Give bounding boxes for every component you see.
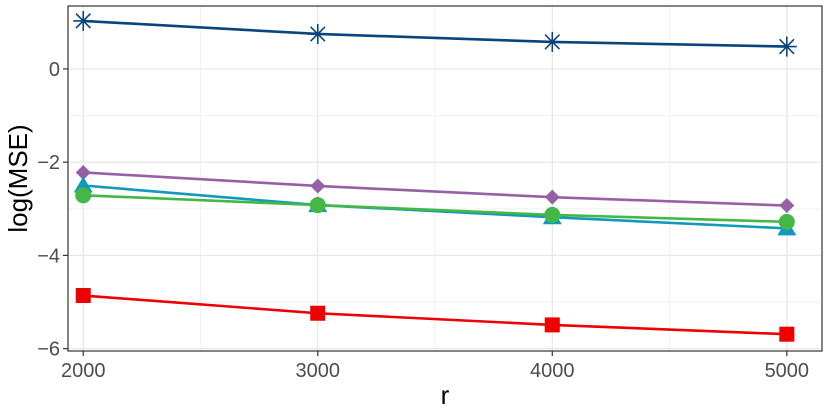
x-tick-label: 4000 xyxy=(530,360,575,382)
data-point-square xyxy=(75,288,91,304)
x-axis-title: r xyxy=(441,380,450,410)
data-point-triangle xyxy=(73,176,93,193)
data-point-circle xyxy=(778,213,795,230)
data-point-diamond xyxy=(75,164,91,180)
series-line-4 xyxy=(83,294,787,336)
y-tick-label: −2 xyxy=(37,152,60,174)
data-point-square xyxy=(544,317,560,333)
data-point-square xyxy=(779,326,795,342)
x-tick-label: 2000 xyxy=(61,360,106,382)
data-point-circle xyxy=(544,206,561,223)
data-point-asterisk xyxy=(307,23,328,44)
y-tick-label: −4 xyxy=(37,245,60,267)
x-tick-label: 5000 xyxy=(765,360,810,382)
panel-border xyxy=(67,5,823,352)
y-tick-label: 0 xyxy=(49,59,60,81)
data-point-diamond xyxy=(544,189,560,205)
data-point-asterisk xyxy=(542,31,563,52)
y-tick-label: −6 xyxy=(37,339,60,361)
axes xyxy=(63,5,823,356)
series-layer xyxy=(73,10,797,342)
data-point-circle xyxy=(309,197,326,214)
data-point-diamond xyxy=(310,178,326,194)
data-point-square xyxy=(310,305,326,321)
tick-labels: 2000 3000 4000 5000 0 −2 −4 −6 xyxy=(37,59,809,382)
series-line-0 xyxy=(83,19,787,48)
data-point-diamond xyxy=(779,198,795,214)
series-line-1 xyxy=(83,171,787,207)
y-axis-title: log(MSE) xyxy=(3,124,33,232)
data-point-circle xyxy=(75,187,92,204)
data-point-asterisk xyxy=(73,10,94,31)
series-line-3 xyxy=(83,193,787,224)
x-tick-label: 3000 xyxy=(296,360,341,382)
data-point-asterisk xyxy=(776,36,797,57)
